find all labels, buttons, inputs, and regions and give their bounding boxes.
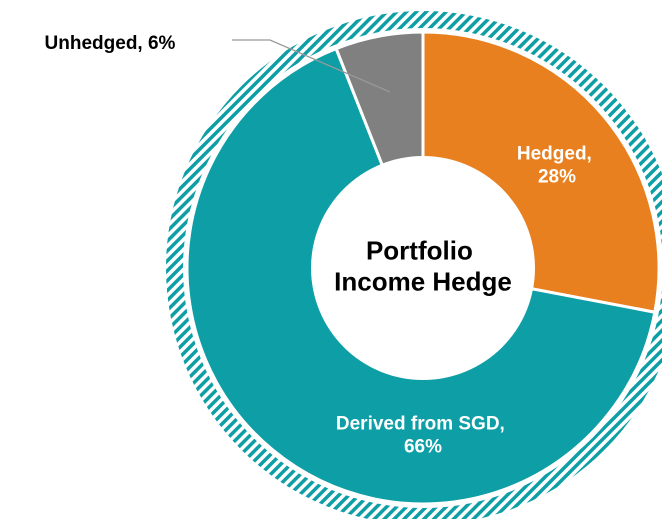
chart-title: Portfolio Income Hedge: [334, 235, 512, 296]
data-label: Derived from SGD, 66%: [336, 414, 510, 458]
leader-line: [232, 39, 391, 93]
data-label: Hedged, 28%: [517, 144, 597, 188]
data-label: Unhedged, 6%: [45, 33, 176, 54]
donut-hole: [311, 156, 535, 380]
